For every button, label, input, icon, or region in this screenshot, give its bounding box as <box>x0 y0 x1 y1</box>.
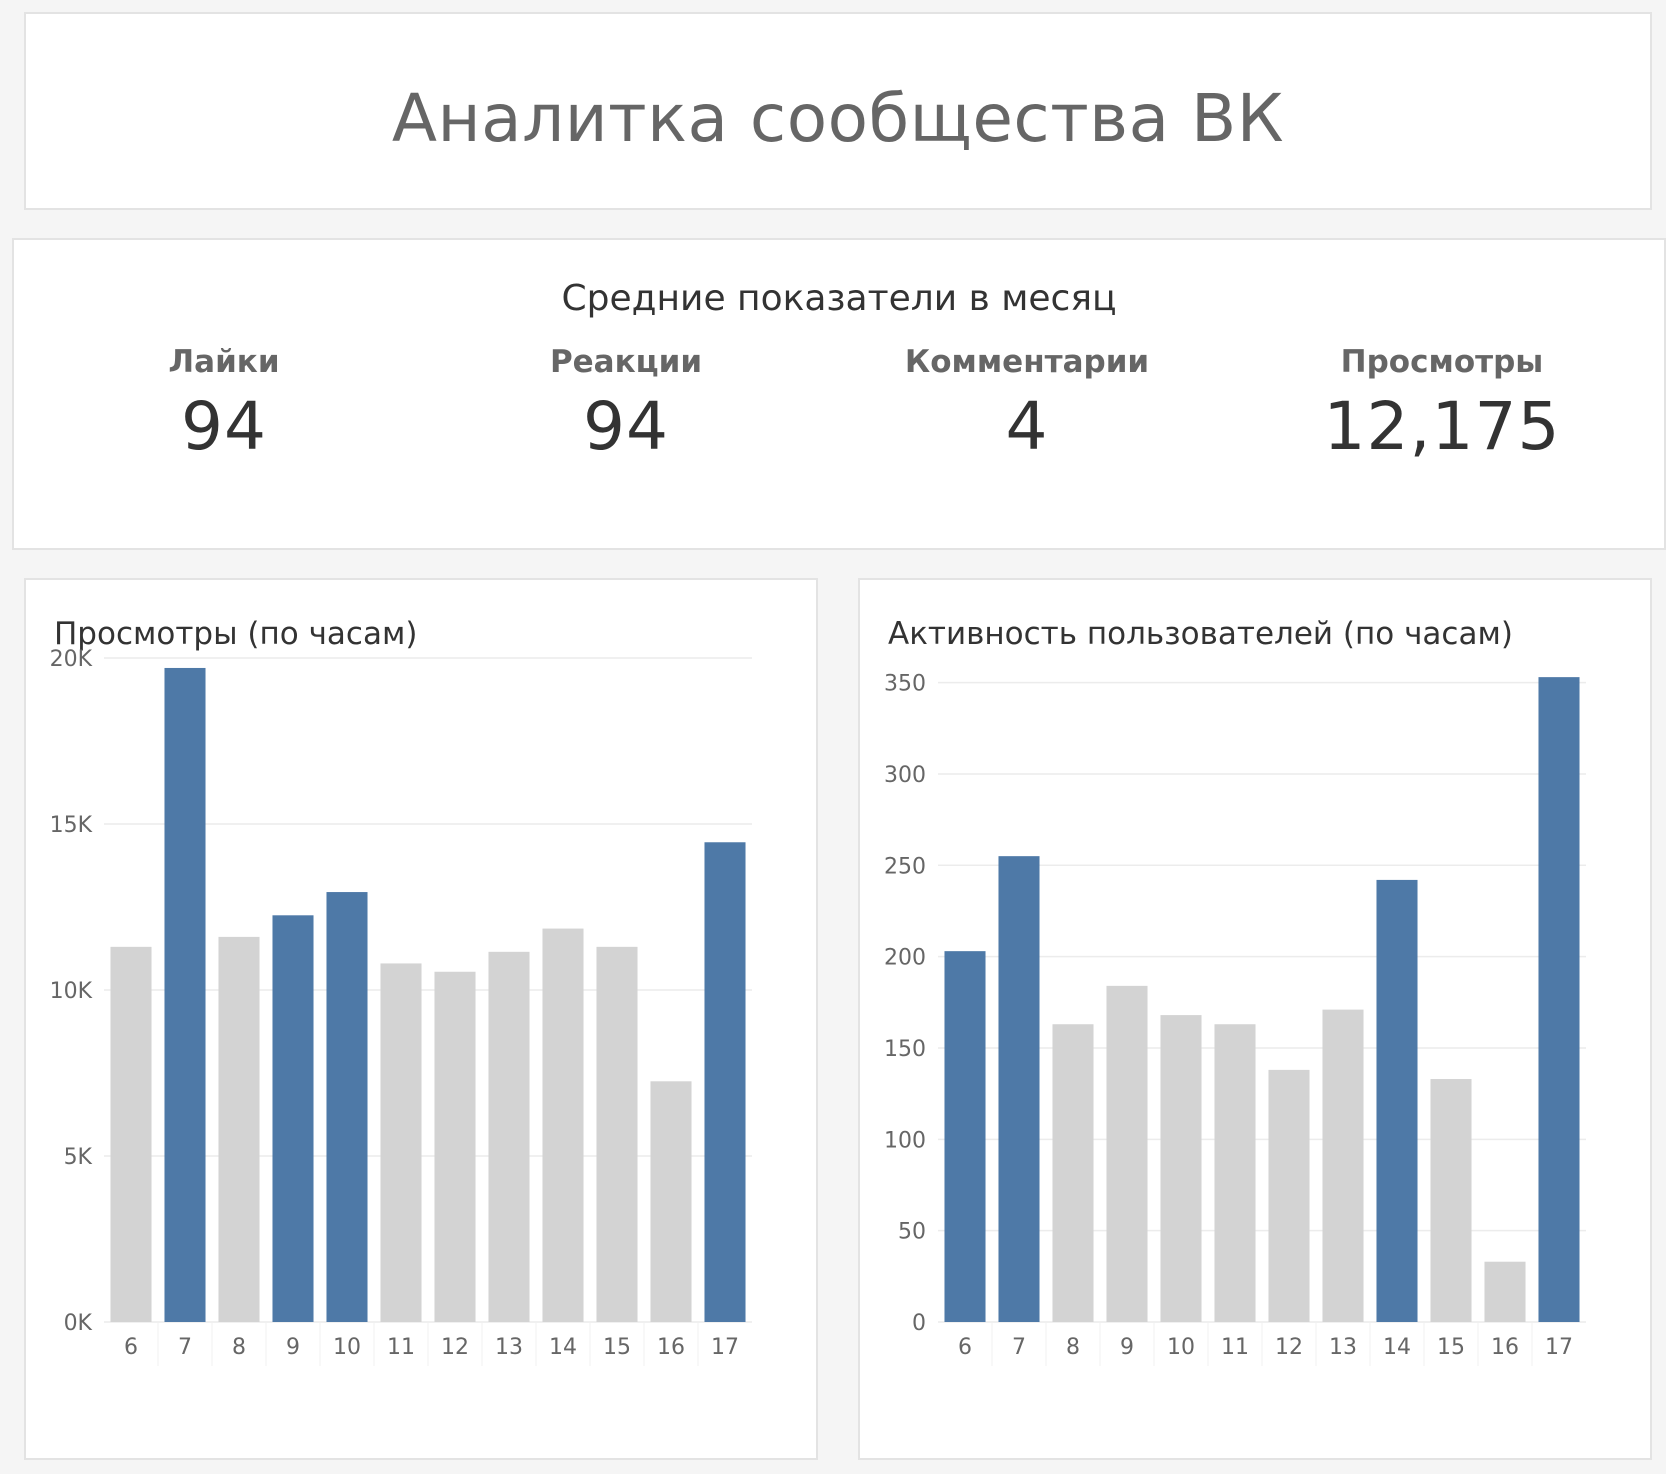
x-tick-label: 6 <box>958 1335 972 1360</box>
bar[interactable] <box>1268 1069 1310 1322</box>
x-tick-label: 15 <box>603 1335 631 1360</box>
bar[interactable] <box>944 951 986 1322</box>
kpi-label: Просмотры <box>1340 344 1544 380</box>
bar[interactable] <box>596 946 638 1322</box>
x-tick-label: 13 <box>1329 1335 1357 1360</box>
kpi-likes: Лайки 94 <box>24 344 424 465</box>
bar[interactable] <box>326 892 368 1322</box>
x-tick-label: 14 <box>1383 1335 1411 1360</box>
y-tick-label: 100 <box>884 1128 926 1153</box>
user-activity-chart: 0 50 100 150 200 250 300 350 6 7 8 9 10 11 12 13 14 15 16 1… <box>884 672 1586 1366</box>
x-tick-label: 12 <box>1275 1335 1303 1360</box>
x-tick-label: 8 <box>1066 1335 1080 1360</box>
y-tick-label: 200 <box>884 946 926 971</box>
x-tick-label: 11 <box>1221 1335 1249 1360</box>
bar[interactable] <box>998 856 1040 1322</box>
x-tick-label: 12 <box>441 1335 469 1360</box>
y-tick-label: 5K <box>64 1145 93 1170</box>
bar[interactable] <box>704 842 746 1322</box>
kpi-value: 12,175 <box>1323 388 1561 465</box>
kpi-value: 94 <box>583 388 669 465</box>
bar[interactable] <box>1430 1079 1472 1322</box>
views-by-hour-chart-card: Просмотры (по часам) 0K 5K 10K 15K 20K 6 7 8 9 10… <box>24 578 818 1460</box>
kpi-label: Комментарии <box>904 344 1150 380</box>
bar[interactable] <box>488 951 530 1322</box>
user-activity-chart-card: Активность пользователей (по часам) 0 50 1… <box>858 578 1652 1460</box>
kpi-views: Просмотры 12,175 <box>1242 344 1642 465</box>
bar[interactable] <box>434 971 476 1322</box>
y-tick-label: 50 <box>898 1220 926 1245</box>
y-tick-label: 300 <box>884 763 926 788</box>
chart-title: Активность пользователей (по часам) <box>888 616 1513 652</box>
kpi-value: 94 <box>181 388 267 465</box>
views-by-hour-chart: 0K 5K 10K 15K 20K 6 7 8 9 10 11 12 13 14 15 16 17 <box>50 647 752 1366</box>
bar[interactable] <box>380 963 422 1322</box>
kpi-reactions: Реакции 94 <box>426 344 826 465</box>
kpi-card: Средние показатели в месяц Лайки 94 Реак… <box>12 238 1666 550</box>
x-tick-label: 8 <box>232 1335 246 1360</box>
bar[interactable] <box>1484 1261 1526 1322</box>
kpi-value: 4 <box>1005 388 1049 465</box>
x-tick-label: 7 <box>1012 1335 1026 1360</box>
y-tick-label: 15K <box>50 813 93 838</box>
bar[interactable] <box>1376 879 1418 1322</box>
title-card: Аналитка сообщества ВК <box>24 12 1652 210</box>
bar[interactable] <box>1160 1015 1202 1322</box>
bar[interactable] <box>650 1081 692 1322</box>
x-tick-label: 10 <box>333 1335 361 1360</box>
bar[interactable] <box>1322 1009 1364 1322</box>
y-tick-label: 0 <box>912 1311 926 1336</box>
bar[interactable] <box>1106 985 1148 1322</box>
x-tick-label: 7 <box>178 1335 192 1360</box>
x-tick-label: 16 <box>1491 1335 1519 1360</box>
chart-title: Просмотры (по часам) <box>54 616 418 652</box>
y-tick-label: 0K <box>64 1311 93 1336</box>
x-tick-label: 9 <box>286 1335 300 1360</box>
x-tick-label: 15 <box>1437 1335 1465 1360</box>
bar[interactable] <box>164 667 206 1322</box>
bar[interactable] <box>110 946 152 1322</box>
kpi-comments: Комментарии 4 <box>827 344 1227 465</box>
bar[interactable] <box>218 936 260 1322</box>
y-tick-label: 10K <box>50 979 93 1004</box>
x-tick-label: 14 <box>549 1335 577 1360</box>
x-tick-label: 13 <box>495 1335 523 1360</box>
x-tick-label: 16 <box>657 1335 685 1360</box>
x-tick-label: 9 <box>1120 1335 1134 1360</box>
x-tick-label: 6 <box>124 1335 138 1360</box>
kpi-label: Реакции <box>549 344 703 380</box>
y-tick-label: 150 <box>884 1037 926 1062</box>
y-tick-label: 250 <box>884 854 926 879</box>
x-tick-label: 11 <box>387 1335 415 1360</box>
bar[interactable] <box>1052 1024 1094 1322</box>
y-tick-label: 20K <box>50 647 93 672</box>
bar[interactable] <box>1214 1024 1256 1322</box>
x-tick-label: 17 <box>711 1335 739 1360</box>
kpi-label: Лайки <box>168 344 280 380</box>
x-tick-label: 17 <box>1545 1335 1573 1360</box>
kpi-header: Средние показатели в месяц <box>561 278 1117 319</box>
y-tick-label: 350 <box>884 672 926 697</box>
x-tick-label: 10 <box>1167 1335 1195 1360</box>
bar[interactable] <box>272 915 314 1322</box>
dashboard-title: Аналитка сообщества ВК <box>391 80 1285 157</box>
bar[interactable] <box>1538 677 1580 1322</box>
bar[interactable] <box>542 928 584 1322</box>
